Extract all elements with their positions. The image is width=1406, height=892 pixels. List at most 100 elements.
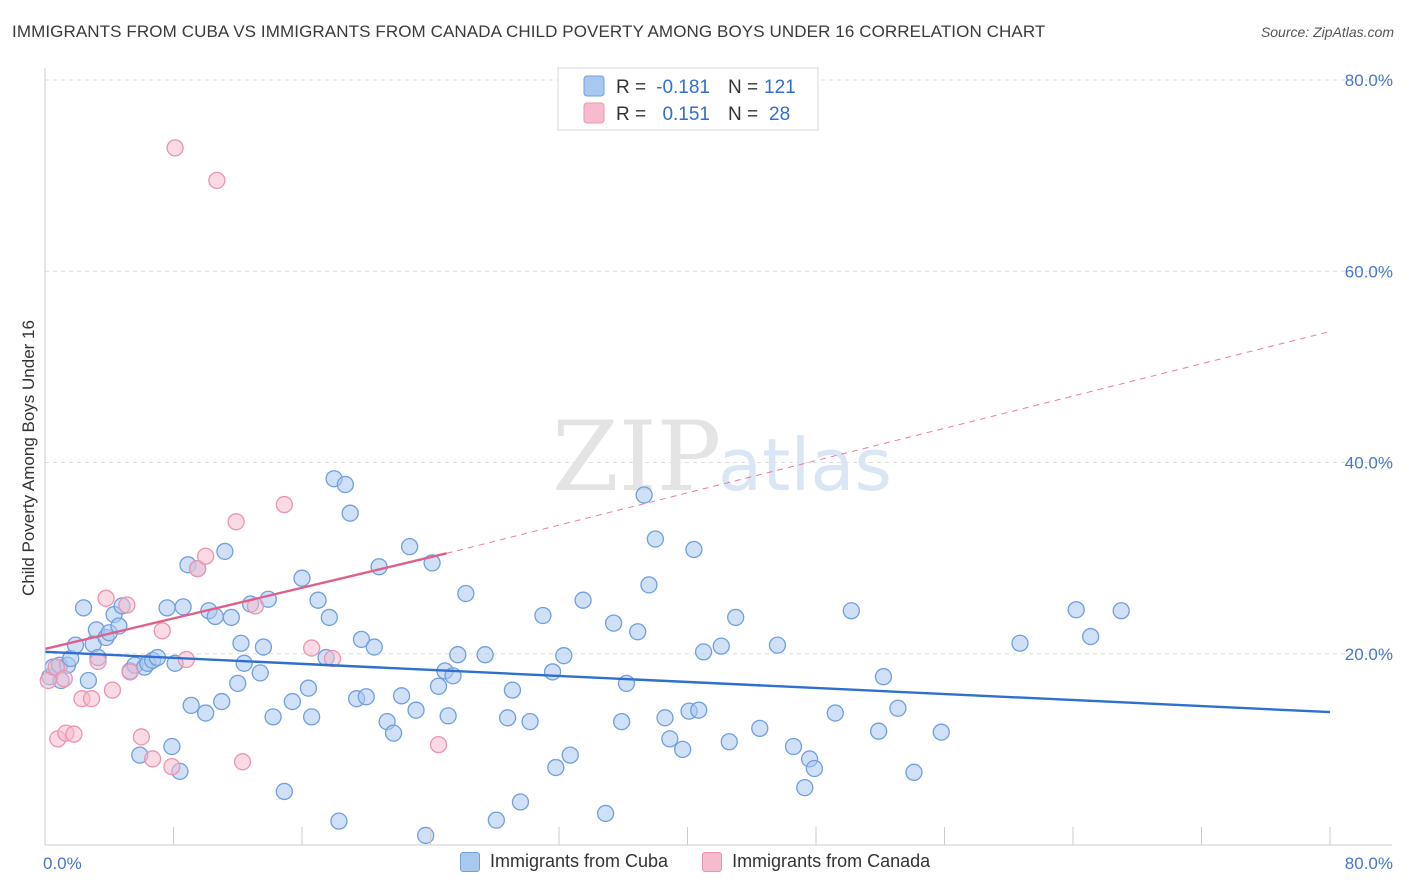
y-tick-label: 20.0%: [1345, 645, 1393, 664]
data-point-canada: [153, 622, 171, 640]
source-credit: Source: ZipAtlas.com: [1260, 24, 1394, 40]
data-point-cuba: [751, 719, 769, 737]
data-point-cuba: [685, 540, 703, 559]
legend-r-label-canada: R =: [616, 104, 646, 125]
data-point-canada: [118, 596, 136, 614]
legend-label-canada: Immigrants from Canada: [732, 851, 931, 871]
legend-item-cuba: Immigrants from Cuba: [460, 851, 668, 872]
data-point-cuba: [661, 730, 679, 748]
data-point-cuba: [511, 793, 530, 811]
data-point-canada: [188, 559, 207, 578]
legend-n-label-cuba: N =: [728, 77, 758, 98]
y-axis-label: Child Poverty Among Boys Under 16: [19, 320, 38, 596]
trend-line-cuba: [44, 650, 1331, 714]
data-point-canada: [55, 669, 73, 688]
data-point-cuba: [1112, 602, 1130, 620]
data-point-cuba: [429, 677, 448, 695]
data-point-canada: [103, 681, 122, 699]
data-point-canada: [166, 139, 184, 157]
data-point-cuba: [235, 654, 253, 672]
legend-n-cuba: 121: [764, 77, 796, 98]
data-point-canada: [275, 495, 293, 514]
data-point-cuba: [1082, 627, 1100, 646]
data-point-cuba: [534, 606, 552, 625]
axes: [44, 68, 1392, 846]
data-point-cuba: [341, 504, 359, 522]
data-point-cuba: [874, 668, 893, 686]
data-point-cuba: [674, 740, 692, 759]
data-point-canada: [65, 725, 83, 743]
data-point-cuba: [555, 647, 573, 665]
data-point-cuba: [889, 699, 907, 717]
legend-item-canada: Immigrants from Canada: [702, 851, 930, 872]
legend-r-cuba: -0.181: [656, 77, 710, 98]
data-point-cuba: [216, 542, 234, 561]
data-point-cuba: [229, 674, 247, 693]
data-point-cuba: [370, 558, 388, 576]
data-point-cuba: [163, 737, 181, 756]
data-point-cuba: [365, 638, 383, 656]
data-point-canada: [143, 750, 162, 768]
data-point-cuba: [768, 636, 787, 654]
trend-line-canada: [44, 552, 447, 651]
data-point-cuba: [635, 486, 653, 504]
y-tick-label: 60.0%: [1345, 262, 1393, 281]
legend-r-canada: 0.151: [662, 104, 710, 125]
trend-lines: [44, 331, 1331, 714]
data-point-cuba: [574, 591, 592, 609]
data-point-cuba: [690, 701, 708, 719]
data-point-canada: [132, 728, 151, 746]
data-point-cuba: [712, 637, 730, 655]
data-point-cuba: [352, 630, 371, 649]
data-point-canada: [97, 589, 115, 607]
data-point-cuba: [521, 712, 539, 731]
data-point-cuba: [158, 599, 176, 617]
data-point-cuba: [213, 692, 231, 711]
series-legend: Immigrants from Cuba Immigrants from Can…: [460, 851, 954, 872]
watermark-atlas: atlas: [718, 423, 892, 507]
data-point-cuba: [392, 687, 411, 705]
data-point-cuba: [309, 591, 327, 609]
swatch-cuba: [460, 851, 480, 872]
data-point-cuba: [417, 826, 435, 845]
grid-lines: [45, 79, 1392, 655]
data-point-cuba: [384, 724, 403, 742]
legend-swatch-cuba: [583, 75, 605, 97]
chart-title: IMMIGRANTS FROM CUBA VS IMMIGRANTS FROM …: [12, 22, 1046, 41]
x-tick-label: 80.0%: [1345, 854, 1393, 873]
data-point-cuba: [547, 758, 565, 777]
data-point-cuba: [196, 704, 215, 722]
data-point-canada: [323, 649, 342, 668]
data-point-cuba: [694, 643, 713, 661]
data-point-cuba: [498, 709, 517, 727]
series-canada-points: [39, 139, 448, 776]
legend-r-label-cuba: R =: [616, 77, 646, 98]
data-point-cuba: [439, 707, 457, 725]
data-point-cuba: [330, 812, 348, 830]
swatch-canada: [702, 851, 723, 872]
data-point-cuba: [1067, 601, 1085, 619]
data-point-cuba: [646, 530, 665, 548]
data-point-cuba: [503, 681, 522, 699]
data-point-canada: [121, 663, 139, 681]
y-tick-label: 40.0%: [1345, 454, 1393, 473]
data-point-cuba: [612, 712, 631, 731]
data-point-cuba: [74, 599, 93, 617]
data-point-canada: [82, 690, 101, 708]
data-point-cuba: [796, 778, 814, 797]
data-point-cuba: [174, 598, 192, 616]
data-point-cuba: [629, 623, 647, 641]
data-point-cuba: [275, 782, 293, 801]
data-point-cuba: [283, 692, 302, 711]
x-tick-label: 0.0%: [43, 854, 82, 873]
data-point-canada: [233, 753, 252, 771]
y-tick-label: 80.0%: [1345, 71, 1393, 90]
data-point-canada: [302, 639, 321, 657]
data-point-cuba: [905, 763, 923, 781]
data-point-cuba: [476, 646, 494, 664]
data-point-cuba: [869, 722, 888, 740]
data-point-cuba: [449, 646, 467, 664]
data-point-cuba: [400, 538, 419, 556]
data-point-canada: [429, 735, 448, 754]
data-point-cuba: [299, 679, 318, 697]
